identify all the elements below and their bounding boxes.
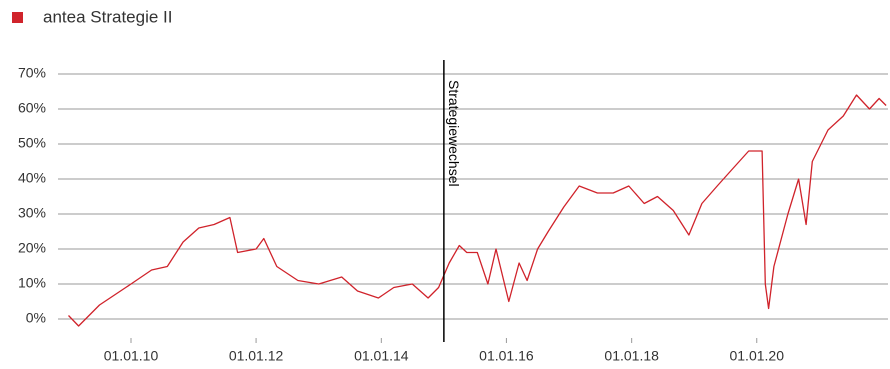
data-line — [68, 94, 887, 327]
x-tick-label: 01.01.20 — [729, 348, 784, 364]
y-tick-label: 0% — [26, 310, 46, 326]
y-tick-label: 30% — [18, 205, 46, 221]
y-tick-label: 60% — [18, 100, 46, 116]
x-tick-label: 01.01.12 — [229, 348, 284, 364]
legend-label: antea Strategie II — [43, 7, 172, 26]
legend-swatch — [12, 12, 23, 23]
annotation-label: Strategiewechsel — [446, 80, 462, 187]
x-tick-label: 01.01.16 — [479, 348, 534, 364]
y-tick-label: 40% — [18, 170, 46, 186]
x-tick-label: 01.01.14 — [354, 348, 409, 364]
x-tick-label: 01.01.10 — [104, 348, 159, 364]
y-tick-label: 70% — [18, 65, 46, 81]
x-tick-label: 01.01.18 — [604, 348, 659, 364]
y-tick-label: 10% — [18, 275, 46, 291]
y-tick-label: 20% — [18, 240, 46, 256]
y-tick-label: 50% — [18, 135, 46, 151]
